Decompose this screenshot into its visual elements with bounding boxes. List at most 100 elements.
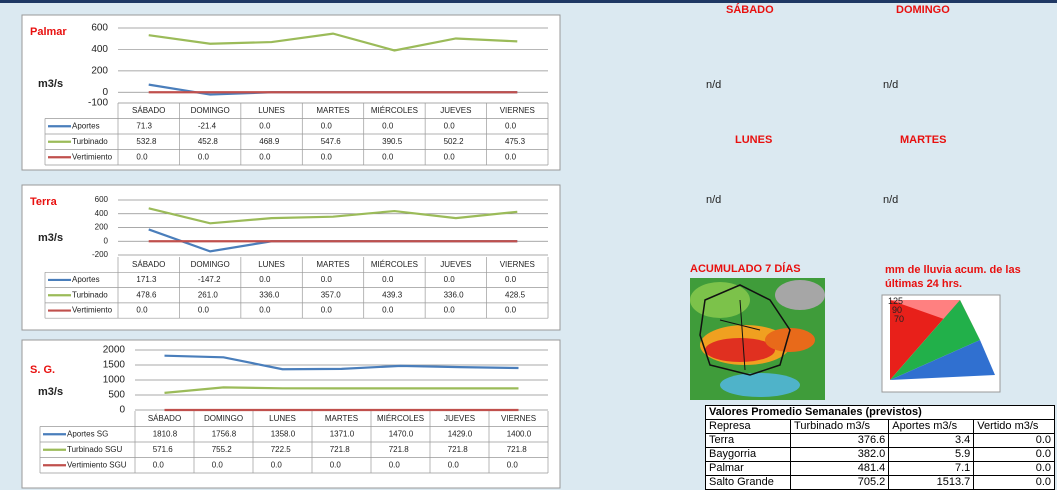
status: n/d: [706, 79, 721, 91]
x-tick-label: DOMINGO: [191, 106, 230, 115]
y-tick-label: 400: [95, 209, 109, 218]
chart-title: Terra: [30, 196, 58, 208]
data-label: 0.0: [198, 152, 210, 161]
data-label: 171.3: [136, 275, 157, 284]
data-label: 721.8: [389, 445, 410, 454]
data-label: 336.0: [259, 290, 280, 299]
y-tick-label: 0: [119, 405, 125, 416]
day-label: LUNES: [735, 134, 772, 146]
legend-label: Vertimiento: [72, 306, 113, 315]
table-header-cell: Represa: [706, 420, 791, 434]
map-title: ACUMULADO 7 DÍAS: [690, 263, 801, 275]
data-label: 0.0: [505, 121, 517, 130]
table-header-cell: Aportes m3/s: [889, 420, 974, 434]
data-label: 1429.0: [448, 429, 473, 438]
data-label: 721.8: [507, 445, 528, 454]
table-cell: 481.4: [791, 462, 889, 476]
data-label: 0.0: [382, 306, 394, 315]
data-label: 0.0: [259, 121, 271, 130]
table-cell: 0.0: [974, 476, 1055, 490]
data-label: 336.0: [444, 290, 465, 299]
status: n/d: [883, 79, 898, 91]
status: n/d: [706, 194, 721, 206]
data-label: 0.0: [321, 152, 333, 161]
data-label: 0.0: [444, 152, 456, 161]
y-tick-label: -100: [88, 98, 108, 109]
y-tick-label: 500: [108, 390, 125, 401]
x-tick-label: JUEVES: [444, 414, 475, 423]
data-label: 1756.8: [212, 429, 237, 438]
data-label: -21.4: [198, 121, 217, 130]
table-cell: 705.2: [791, 476, 889, 490]
table-cell: 7.1: [889, 462, 974, 476]
status: n/d: [883, 194, 898, 206]
rain-map: [690, 278, 825, 400]
x-tick-label: VIERNES: [500, 106, 535, 115]
data-label: 261.0: [198, 290, 219, 299]
table-row: Salto Grande705.21513.70.0: [706, 476, 1055, 490]
data-label: 0.0: [136, 306, 148, 315]
x-tick-label: SÁBADO: [132, 106, 165, 115]
y-tick-label: -200: [92, 250, 109, 259]
data-label: 1371.0: [330, 429, 355, 438]
data-label: 0.0: [444, 306, 456, 315]
y-tick-label: 200: [91, 65, 108, 76]
data-label: 0.0: [382, 152, 394, 161]
chart-title: S. G.: [30, 364, 55, 376]
data-label: 571.6: [153, 445, 174, 454]
data-label: 428.5: [505, 290, 526, 299]
data-label: 0.0: [259, 306, 271, 315]
data-label: 722.5: [271, 445, 292, 454]
y-tick-label: 2000: [103, 345, 126, 356]
legend-label: 70: [888, 315, 904, 324]
data-label: 1470.0: [389, 429, 414, 438]
x-tick-label: JUEVES: [440, 260, 471, 269]
data-label: 0.0: [444, 275, 456, 284]
page: {"chart_data": [ {"type": "line", "title…: [0, 0, 1057, 490]
data-label: 0.0: [330, 460, 342, 469]
x-tick-label: LUNES: [269, 414, 296, 423]
data-label: 0.0: [321, 275, 333, 284]
data-label: 1358.0: [271, 429, 296, 438]
data-label: 0.0: [259, 152, 271, 161]
x-tick-label: MIÉRCOLES: [371, 106, 418, 115]
data-label: 0.0: [212, 460, 224, 469]
day-label: MARTES: [900, 134, 946, 146]
data-label: 0.0: [505, 306, 517, 315]
data-label: 0.0: [271, 460, 283, 469]
table-cell: 382.0: [791, 448, 889, 462]
x-tick-label: MARTES: [325, 414, 358, 423]
y-axis-label: m3/s: [38, 386, 63, 398]
y-tick-label: 600: [91, 23, 108, 34]
table-header-cell: Vertido m3/s: [974, 420, 1055, 434]
data-label: 547.6: [321, 137, 342, 146]
data-label: 439.3: [382, 290, 403, 299]
x-tick-label: DOMINGO: [204, 414, 243, 423]
data-label: 1810.8: [153, 429, 178, 438]
chart-title: Palmar: [30, 26, 67, 38]
data-label: 475.3: [505, 137, 526, 146]
data-label: 0.0: [444, 121, 456, 130]
data-label: 721.8: [330, 445, 351, 454]
data-label: 0.0: [153, 460, 165, 469]
table-header-cell: Turbinado m3/s: [791, 420, 889, 434]
legend-label: Aportes: [72, 121, 100, 130]
day-label: DOMINGO: [896, 4, 950, 16]
data-label: 0.0: [321, 121, 333, 130]
x-tick-label: SÁBADO: [148, 414, 181, 423]
data-label: 0.0: [389, 460, 401, 469]
data-label: 468.9: [259, 137, 280, 146]
x-tick-label: MIÉRCOLES: [371, 260, 418, 269]
table-title: Valores Promedio Semanales (previstos): [706, 406, 1055, 420]
table-cell: Baygorria: [706, 448, 791, 462]
y-tick-label: 400: [91, 44, 108, 55]
weekly-table: Valores Promedio Semanales (previstos) R…: [705, 405, 1055, 490]
data-label: 0.0: [136, 152, 148, 161]
x-tick-label: LUNES: [258, 106, 285, 115]
y-tick-label: 0: [102, 87, 108, 98]
legend-labels: 125 90 70: [888, 297, 904, 324]
table-cell: 1513.7: [889, 476, 974, 490]
table-header-row: RepresaTurbinado m3/sAportes m3/sVertido…: [706, 420, 1055, 434]
